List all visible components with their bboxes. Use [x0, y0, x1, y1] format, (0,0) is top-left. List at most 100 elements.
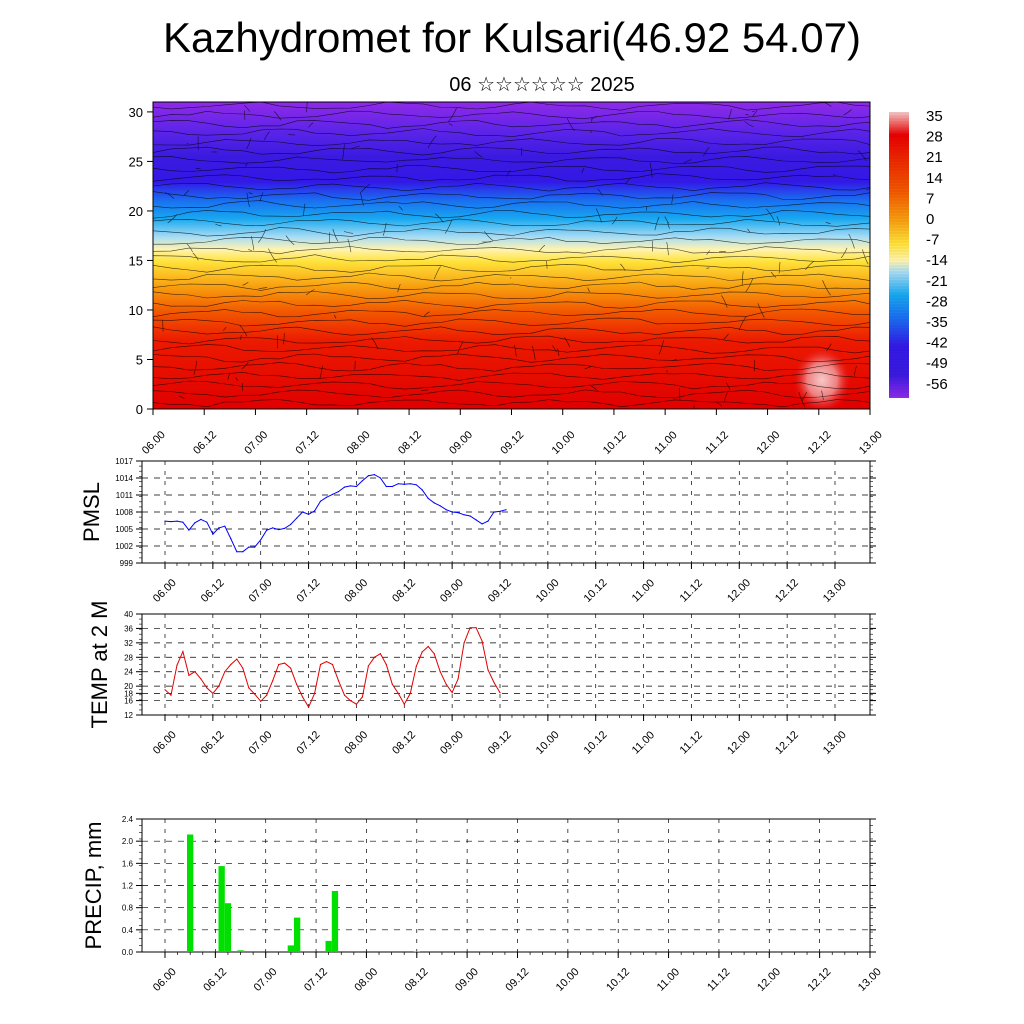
- y-tick-label: 0.4: [122, 926, 134, 935]
- x-tick-label: 08.00: [352, 966, 380, 994]
- y-tick-label: 1017: [115, 457, 133, 466]
- data-point: [409, 692, 411, 695]
- wind-streamline: [826, 343, 832, 352]
- wind-streamline: [719, 251, 726, 253]
- data-point: [236, 551, 238, 553]
- wind-streamline: [342, 144, 345, 160]
- colorbar: 35 28 21 14 7 0 -7 -14 -21 -28 -35 -42 -49 -56: [889, 108, 948, 398]
- wind-streamline: [723, 333, 729, 340]
- wind-streamline: [741, 271, 744, 286]
- wind-streamline: [153, 317, 870, 327]
- data-point: [319, 663, 322, 666]
- y-tick-label: 12: [124, 711, 133, 720]
- colorbar-label: -49: [926, 355, 948, 372]
- data-point: [206, 687, 208, 689]
- data-point: [272, 527, 274, 529]
- data-point: [391, 485, 393, 488]
- wind-streamline: [532, 345, 536, 360]
- wind-streamline: [757, 303, 765, 318]
- x-tick-label: 10.00: [554, 966, 582, 994]
- wind-streamline: [683, 159, 692, 164]
- series-line: [164, 474, 507, 553]
- data-point: [367, 475, 369, 477]
- colorbar-label: -14: [926, 252, 948, 269]
- colorbar-label: 0: [926, 211, 934, 228]
- data-point: [194, 522, 196, 524]
- wind-streamline: [246, 192, 250, 208]
- data-point: [469, 515, 471, 517]
- heatmap-y-tick-label: 20: [129, 204, 143, 219]
- wind-streamline: [371, 337, 379, 350]
- wind-streamline: [448, 123, 453, 127]
- wind-streamline: [246, 137, 252, 150]
- x-tick-label: 08.00: [342, 577, 370, 605]
- y-tick-label: 999: [120, 559, 134, 568]
- precip-bar: [287, 945, 294, 952]
- wind-streamline: [630, 404, 635, 406]
- data-point: [427, 497, 429, 499]
- temp-panel: 06.00 06.12 07.00 07.12 08.00 08.12 09.00 09.12…: [87, 601, 876, 757]
- data-point: [325, 496, 328, 498]
- wind-streamline: [546, 260, 548, 269]
- wind-streamline: [360, 183, 371, 193]
- data-point: [278, 529, 280, 531]
- y-tick-label: 36: [124, 624, 133, 633]
- precip-bar: [325, 940, 332, 952]
- data-point: [379, 477, 381, 479]
- colorbar-label: 28: [926, 129, 943, 146]
- wind-streamline: [243, 110, 246, 120]
- heatmap-y-tick-label: 30: [129, 105, 143, 120]
- data-point: [230, 663, 232, 666]
- wind-streamline: [665, 370, 668, 373]
- y-tick-label: 0.8: [122, 904, 134, 913]
- x-tick-label: 12.12: [773, 729, 801, 757]
- wind-streamline: [153, 326, 870, 336]
- heatmap-x-tick-label: 08.12: [396, 429, 424, 457]
- heatmap-y-tick-label: 25: [129, 154, 143, 169]
- y-axis-label: TEMP at 2 M: [87, 601, 112, 729]
- wind-streamline: [308, 122, 314, 128]
- x-tick-label: 06.12: [199, 729, 227, 757]
- data-point: [343, 694, 346, 696]
- data-point: [343, 486, 346, 488]
- wind-streamline: [195, 167, 201, 170]
- data-point: [349, 700, 351, 702]
- wind-streamline: [153, 218, 870, 227]
- wind-streamline: [347, 238, 352, 253]
- wind-streamline: [821, 390, 824, 400]
- precip-bar: [331, 891, 339, 952]
- data-point: [355, 485, 357, 488]
- x-tick-label: 09.12: [486, 729, 514, 757]
- wind-streamline: [721, 295, 728, 308]
- x-tick-label: 13.00: [821, 577, 849, 605]
- data-point: [302, 511, 304, 513]
- colorbar-label: -56: [926, 376, 948, 393]
- wind-streamline: [153, 362, 870, 372]
- series-line: [164, 627, 501, 709]
- data-point: [379, 653, 381, 655]
- wind-streamline: [776, 216, 781, 226]
- y-tick-label: 2.4: [122, 815, 134, 824]
- wind-streamline: [833, 174, 836, 176]
- wind-streamline: [822, 280, 831, 296]
- wind-streamline: [427, 135, 437, 149]
- heatmap-x-tick-label: 13.00: [857, 429, 885, 457]
- data-point: [487, 669, 489, 671]
- wind-streamline: [666, 241, 669, 256]
- wind-streamline: [843, 109, 852, 116]
- x-tick-label: 09.12: [503, 966, 531, 994]
- heatmap-x-tick-label: 09.12: [498, 429, 526, 457]
- wind-streamline: [215, 223, 222, 227]
- wind-streamline: [752, 109, 758, 117]
- wind-streamline: [590, 130, 592, 134]
- wind-streamline: [744, 121, 754, 128]
- data-point: [170, 694, 172, 696]
- data-point: [451, 511, 453, 513]
- wind-streamline: [153, 272, 870, 282]
- data-point: [373, 474, 375, 476]
- wind-streamline: [245, 163, 248, 167]
- data-point: [421, 651, 423, 653]
- x-tick-label: 06.00: [151, 729, 179, 757]
- x-tick-label: 12.12: [806, 966, 834, 994]
- wind-streamline: [552, 345, 557, 353]
